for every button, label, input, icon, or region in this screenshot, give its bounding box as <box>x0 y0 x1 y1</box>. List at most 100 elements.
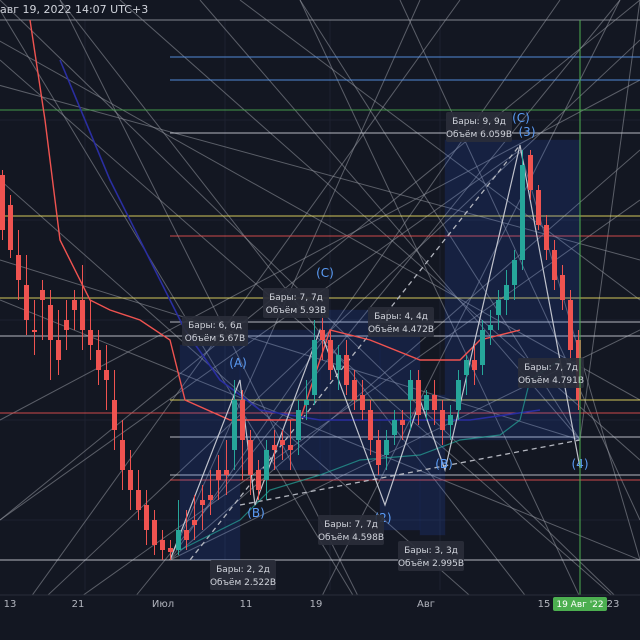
annotation-bars: Бары: 7, 7д <box>324 520 378 530</box>
fan-line <box>0 259 581 441</box>
candle-down <box>272 430 277 470</box>
candle-down <box>8 195 13 258</box>
candle-body <box>544 225 549 250</box>
candle-body <box>72 300 77 310</box>
candle-body <box>96 350 101 370</box>
candle-up <box>296 400 301 455</box>
candle-up <box>304 380 309 420</box>
annotation-bars: Бары: 2, 2д <box>216 565 270 575</box>
candle-down <box>552 240 557 290</box>
annotation-box: Бары: 2, 2д Объём 2.522B <box>210 560 276 590</box>
candle-down <box>184 510 189 550</box>
candle-body <box>512 260 517 285</box>
candle-body <box>136 490 141 510</box>
candle-body <box>376 440 381 465</box>
x-tick-label: 15 <box>538 599 551 610</box>
candle-down <box>192 495 197 540</box>
wave-label: (B) <box>435 457 453 471</box>
candle-up <box>504 270 509 315</box>
annotation-bg <box>182 316 248 346</box>
candle-body <box>360 395 365 410</box>
candle-up <box>312 320 317 405</box>
candle-down <box>128 450 133 510</box>
candle-down <box>136 470 141 520</box>
annotation-box: Бары: 3, 3д Объём 2.995B <box>398 541 464 571</box>
candle-body <box>104 370 109 380</box>
candle-body <box>320 330 325 340</box>
candle-down <box>80 265 85 350</box>
wave-label: (C) <box>512 111 530 125</box>
annotation-volume: Объём 6.059B <box>446 130 512 140</box>
candle-up <box>336 345 341 390</box>
candle-body <box>144 505 149 530</box>
candle-body <box>48 305 53 340</box>
annotation-box: Бары: 6, 6д Объём 5.67B <box>182 316 248 346</box>
candle-down <box>288 420 293 470</box>
candle-up <box>488 310 493 345</box>
annotation-volume: Объём 4.791B <box>518 376 584 386</box>
candle-up <box>232 380 237 470</box>
candle-body <box>480 330 485 365</box>
candle-up <box>424 390 429 420</box>
candle-down <box>360 380 365 420</box>
candle-up <box>408 370 413 430</box>
candle-up <box>264 440 269 500</box>
candle-body <box>160 540 165 550</box>
candle-body <box>32 330 37 332</box>
candle-up <box>176 500 181 555</box>
measure-box <box>179 344 241 561</box>
x-axis: 13 21 Июл 11 19 Авг 15 23 19 Авг '22 <box>0 594 640 640</box>
annotation-bg <box>446 112 512 142</box>
candle-down <box>280 430 285 460</box>
candle-down <box>216 455 221 500</box>
candle-down <box>416 370 421 425</box>
candle-body <box>392 420 397 435</box>
candle-down <box>88 300 93 360</box>
annotation-box: Бары: 4, 4д Объём 4.472B <box>368 307 434 337</box>
candle-body <box>16 255 21 280</box>
fan-line <box>0 40 640 401</box>
wave-label: (B) <box>247 506 265 520</box>
annotation-volume: Объём 4.598B <box>318 533 384 543</box>
candle-body <box>296 410 301 440</box>
candle-down <box>16 230 21 300</box>
candle-down <box>0 170 5 240</box>
candle-body <box>280 440 285 445</box>
candle-down <box>56 310 61 375</box>
wave-label: (C) <box>316 266 334 280</box>
candle-up <box>456 370 461 420</box>
candle-body <box>216 470 221 480</box>
candle-body <box>416 380 421 415</box>
candle-down <box>104 345 109 410</box>
candle-down <box>112 370 117 450</box>
channel-lines <box>189 144 581 561</box>
candle-down <box>472 345 477 385</box>
candle-down <box>568 290 573 360</box>
candle-body <box>400 420 405 425</box>
candle-body <box>248 440 253 475</box>
candle-body <box>40 290 45 300</box>
chart-datetime-header: авг 19, 2022 14:07 UTC+3 <box>0 3 149 16</box>
fan-line <box>579 0 640 441</box>
candle-down <box>32 300 37 355</box>
candle-body <box>184 530 189 540</box>
candle-up <box>512 250 517 300</box>
annotation-bg <box>518 358 584 388</box>
candle-body <box>80 300 85 330</box>
fan-line <box>0 299 640 561</box>
candle-up <box>520 150 525 270</box>
annotation-bg <box>398 541 464 571</box>
wave-label: (3) <box>519 125 536 139</box>
fan-line <box>199 0 581 441</box>
candle-up <box>392 410 397 445</box>
annotation-bg <box>263 288 329 318</box>
price-levels <box>0 19 640 561</box>
candle-body <box>128 470 133 490</box>
x-tick-label: 23 <box>607 599 620 610</box>
candle-body <box>312 340 317 395</box>
candle-body <box>264 450 269 480</box>
annotation-bg <box>318 515 384 545</box>
candle-down <box>344 340 349 395</box>
